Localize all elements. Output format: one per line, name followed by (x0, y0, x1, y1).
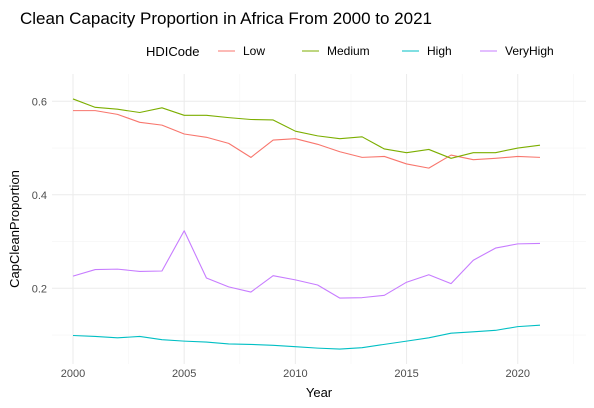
legend-label: Low (243, 44, 265, 58)
x-tick-label: 2005 (172, 368, 196, 380)
grid (52, 74, 586, 364)
legend-title: HDICode (146, 44, 199, 59)
legend-item-veryhigh: VeryHigh (480, 44, 554, 58)
y-tick-label: 0.2 (32, 283, 47, 295)
series-line-high (72, 324, 541, 350)
plot-panel (52, 74, 586, 364)
series-line-veryhigh (72, 230, 541, 299)
y-axis-title: CapCleanProportion (7, 170, 22, 288)
x-tick-label: 2010 (283, 368, 307, 380)
legend: HDICode Low Medium High VeryHigh (146, 44, 554, 59)
series-line-medium (72, 98, 541, 159)
legend-label: Medium (327, 44, 370, 58)
chart-title: Clean Capacity Proportion in Africa From… (20, 9, 432, 28)
x-tick-label: 2000 (61, 368, 85, 380)
series-line-low (73, 110, 541, 169)
x-tick-label: 2020 (506, 368, 530, 380)
legend-item-low: Low (218, 44, 265, 58)
legend-label: High (427, 44, 452, 58)
y-tick-label: 0.4 (32, 190, 47, 202)
legend-item-high: High (402, 44, 452, 58)
x-axis-title: Year (306, 385, 333, 400)
legend-label: VeryHigh (505, 44, 554, 58)
y-tick-label: 0.6 (32, 96, 47, 108)
x-tick-label: 2015 (394, 368, 418, 380)
legend-item-medium: Medium (302, 44, 370, 58)
